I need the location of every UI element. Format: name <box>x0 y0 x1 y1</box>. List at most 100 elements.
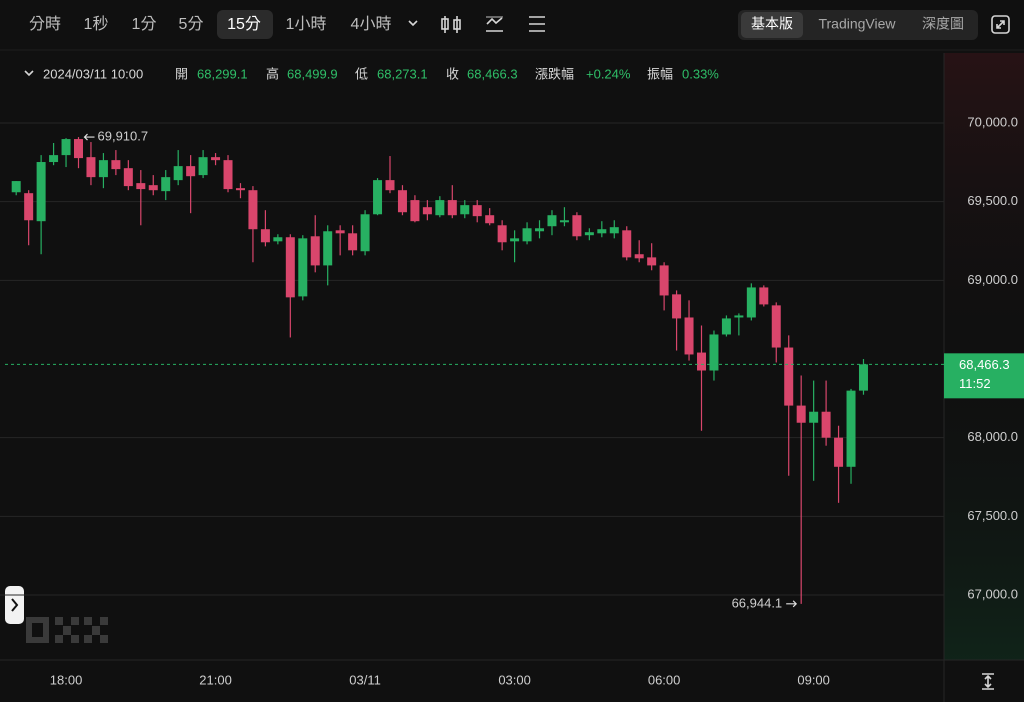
interval-button[interactable]: 分時 <box>29 15 61 33</box>
annotation-arrow <box>786 600 798 608</box>
x-tick-label: 06:00 <box>648 672 681 687</box>
candle-body <box>173 166 183 181</box>
interval-button[interactable]: 4小時 <box>351 15 392 33</box>
candle-body <box>335 230 345 234</box>
header-value: 68,299.1 <box>197 66 248 81</box>
candle-body <box>422 207 432 215</box>
candle-style-icon[interactable] <box>441 16 461 33</box>
x-tick-label: 03:00 <box>498 672 531 687</box>
candle-body <box>784 347 794 406</box>
candle-body <box>223 160 233 190</box>
toggle-chevron <box>11 598 19 612</box>
candle-countdown: 11:52 <box>959 376 991 391</box>
header-label: 開 <box>175 66 188 81</box>
candle-body <box>734 315 744 318</box>
candle-body <box>61 139 71 156</box>
candle-body <box>584 232 594 236</box>
more-intervals-icon[interactable] <box>408 20 418 27</box>
candle-body <box>697 352 706 371</box>
min-annotation: 66,944.1 <box>732 595 783 610</box>
candle-body <box>397 190 407 213</box>
interval-button[interactable]: 1小時 <box>286 15 327 33</box>
x-tick-label: 21:00 <box>199 672 232 687</box>
candle-body <box>298 238 308 297</box>
candle-body <box>235 188 245 191</box>
candle-body <box>435 200 445 216</box>
y-tick-label: 67,500.0 <box>967 508 1018 523</box>
candle-body <box>858 364 868 391</box>
candle-body <box>360 214 370 252</box>
candle-body <box>634 254 644 259</box>
candle-body <box>609 227 619 234</box>
current-price-tag <box>944 353 1024 399</box>
x-tick-label: 09:00 <box>797 672 830 687</box>
candle-body <box>186 166 196 177</box>
y-tick-label: 67,000.0 <box>967 586 1018 601</box>
interval-button[interactable]: 1秒 <box>84 15 109 33</box>
y-tick-label: 70,000.0 <box>967 114 1018 129</box>
candle-body <box>522 228 532 242</box>
candle-body <box>385 180 395 191</box>
candle-body <box>547 215 557 227</box>
header-label: 漲跌幅 <box>535 66 574 81</box>
candle-body <box>310 236 320 266</box>
candle-body <box>485 215 495 224</box>
interval-button[interactable]: 15分 <box>227 15 261 33</box>
candle-body <box>410 200 420 222</box>
header-datetime: 2024/03/11 10:00 <box>43 66 143 81</box>
fullscreen-icon[interactable] <box>991 15 1010 34</box>
interval-button[interactable]: 5分 <box>179 15 204 33</box>
candle-body <box>123 168 133 187</box>
candle-body <box>809 411 819 423</box>
candle-body <box>510 238 520 242</box>
candle-body <box>74 139 83 159</box>
header-label: 低 <box>355 66 368 81</box>
candle-body <box>684 317 694 355</box>
candle-body <box>834 437 844 467</box>
candle-body <box>248 190 258 230</box>
candle-body <box>472 205 482 217</box>
logo-watermark-hole <box>32 623 43 637</box>
current-price-label: 68,466.3 <box>959 357 1010 372</box>
candle-body <box>86 157 96 178</box>
header-value: 68,273.1 <box>377 66 428 81</box>
header-value: +0.24% <box>586 66 631 81</box>
y-tick-label: 69,000.0 <box>967 272 1018 287</box>
candle-body <box>49 155 59 163</box>
candle-body <box>348 233 358 251</box>
header-collapse-icon[interactable] <box>24 70 34 77</box>
candle-body <box>447 200 457 216</box>
candle-body <box>709 334 719 371</box>
header-value: 68,466.3 <box>467 66 518 81</box>
header-value: 68,499.9 <box>287 66 338 81</box>
candle-body <box>846 390 856 467</box>
candle-body <box>148 185 158 191</box>
interval-button[interactable]: 1分 <box>132 15 157 33</box>
candle-body <box>460 205 470 215</box>
candle-body <box>647 257 657 266</box>
settings-list-icon[interactable] <box>529 16 545 32</box>
candle-body <box>771 305 781 348</box>
candle-body <box>759 287 769 305</box>
view-tab[interactable]: 基本版 <box>751 16 793 32</box>
x-tick-label: 18:00 <box>50 672 83 687</box>
candle-body <box>559 220 569 223</box>
candle-body <box>572 215 582 237</box>
candle-body <box>373 180 383 215</box>
y-tick-label: 69,500.0 <box>967 193 1018 208</box>
y-tick-label: 68,000.0 <box>967 429 1018 444</box>
candle-body <box>796 405 806 423</box>
indicator-icon[interactable] <box>486 16 503 32</box>
axis-scale-icon[interactable] <box>982 673 994 690</box>
header-label: 振幅 <box>647 66 673 81</box>
candle-body <box>597 229 607 234</box>
candle-body <box>136 183 146 190</box>
view-tab[interactable]: 深度圖 <box>922 16 964 32</box>
candle-body <box>622 230 632 258</box>
side-panel-toggle[interactable] <box>5 586 24 624</box>
max-annotation: 69,910.7 <box>98 129 149 144</box>
view-tab[interactable]: TradingView <box>818 16 896 32</box>
candle-body <box>273 237 283 242</box>
